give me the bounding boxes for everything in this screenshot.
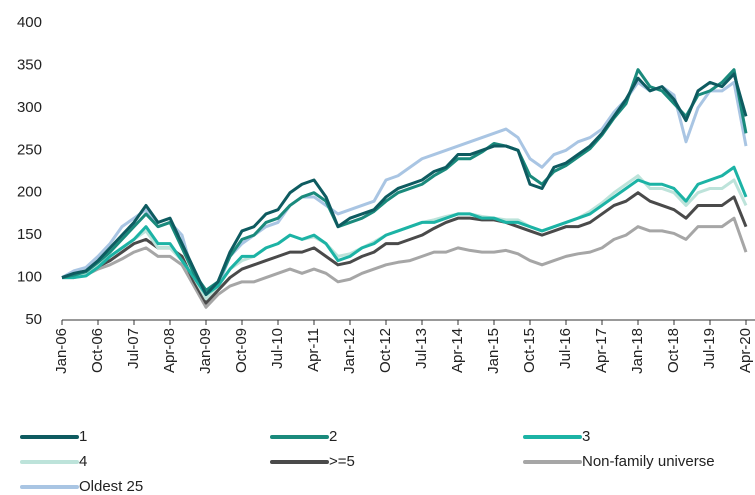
x-tick-label: Apr-14 [449, 328, 466, 373]
y-tick-label: 300 [17, 99, 42, 116]
legend-label: 1 [79, 428, 87, 445]
x-tick-label: Oct-18 [665, 328, 682, 373]
x-tick-label: Oct-09 [233, 328, 250, 373]
x-tick-label: Jul-10 [269, 328, 286, 369]
legend-label: Oldest 25 [79, 478, 143, 495]
legend-label: Non-family universe [582, 453, 715, 470]
x-tick-label: Jan-15 [485, 328, 502, 374]
x-tick-label: Apr-08 [161, 328, 178, 373]
series-line [61, 174, 748, 301]
y-tick-label: 50 [25, 311, 42, 328]
legend-label: 4 [79, 453, 87, 470]
x-tick-label: Jul-07 [125, 328, 142, 369]
y-tick-label: 100 [17, 269, 42, 286]
y-tick-label: 350 [17, 56, 42, 73]
x-tick-label: Apr-17 [593, 328, 610, 373]
x-tick-label: Apr-20 [737, 328, 754, 373]
x-tick-label: Jan-18 [629, 328, 646, 374]
y-tick-label: 250 [17, 141, 42, 158]
y-tick-label: 400 [17, 14, 42, 31]
y-tick-label: 200 [17, 184, 42, 201]
x-tick-label: Oct-15 [521, 328, 538, 373]
series-line [62, 216, 748, 309]
x-tick-label: Jan-09 [197, 328, 214, 374]
x-tick-label: Jul-13 [413, 328, 430, 369]
x-tick-label: Jul-19 [701, 328, 718, 369]
x-tick-label: Oct-12 [377, 328, 394, 373]
y-tick-label: 150 [17, 226, 42, 243]
x-tick-label: Jan-06 [53, 328, 70, 374]
series-line [62, 165, 748, 297]
legend-label: 3 [582, 428, 590, 445]
x-tick-label: Oct-06 [89, 328, 106, 373]
x-tick-label: Jan-12 [341, 328, 358, 374]
legend-label: >=5 [329, 453, 355, 470]
x-tick-label: Apr-11 [305, 328, 322, 372]
series-line [61, 72, 748, 297]
legend-label: 2 [329, 428, 337, 445]
x-tick-label: Jul-16 [557, 328, 574, 369]
